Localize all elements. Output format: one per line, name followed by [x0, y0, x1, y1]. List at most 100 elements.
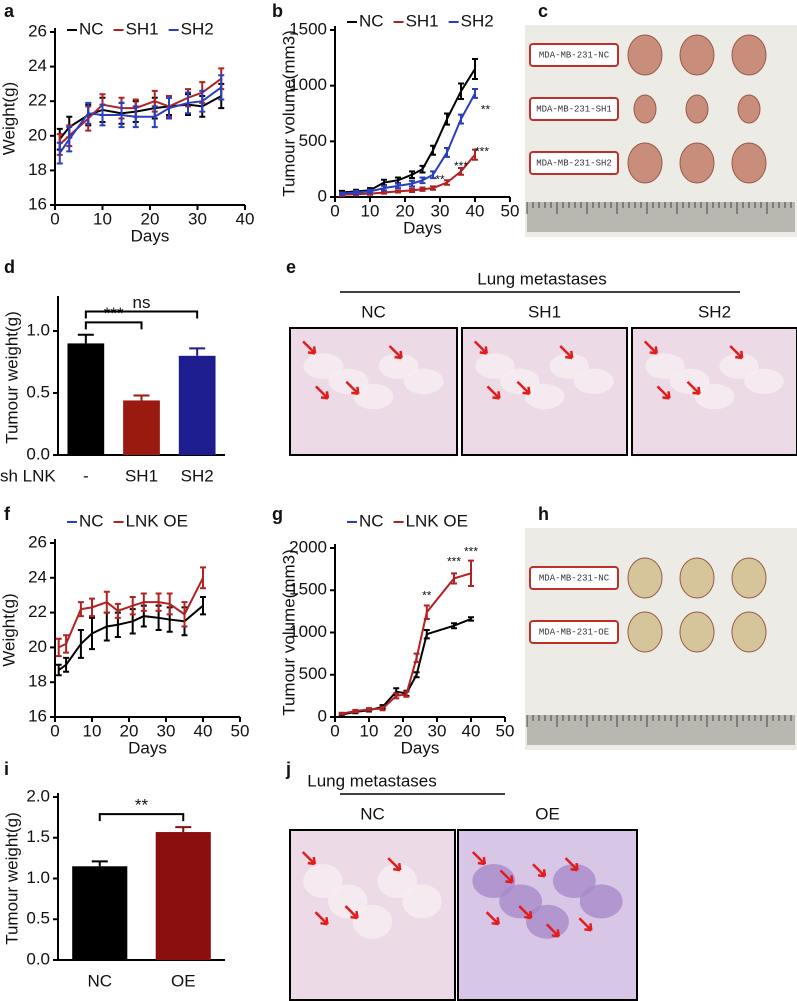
arrow [344, 905, 359, 920]
error-bar [151, 105, 158, 129]
x-axis-label: Days [401, 738, 440, 757]
error-bar [367, 188, 373, 195]
y-tick-label: 1500 [289, 19, 327, 38]
y-tick-label: 22 [28, 602, 47, 621]
image-title: Lung metastases [477, 269, 606, 288]
panel-label: b [272, 1, 283, 21]
x-tick-label: 10 [93, 209, 112, 228]
y-tick-label: 1000 [289, 622, 327, 641]
tissue-patch [378, 353, 419, 379]
error-bar [430, 144, 436, 156]
error-bar [55, 663, 62, 677]
y-tick-label: 0 [318, 706, 327, 725]
x-tick-label: 20 [120, 721, 139, 740]
error-bar [468, 616, 474, 622]
annotation: *** [475, 145, 489, 159]
label-card-text: MDA-MB-231-OE [539, 627, 609, 637]
error-bar [189, 347, 206, 356]
error-bar [472, 57, 478, 80]
arrow [473, 340, 488, 355]
x-tick-label: NC [87, 971, 112, 990]
y-tick-label: 500 [299, 131, 327, 150]
x-tick-label: SH1 [125, 466, 158, 485]
arrow [388, 345, 403, 360]
x-tick-label: 10 [360, 721, 379, 740]
image-title: Lung metastases [307, 771, 436, 790]
y-tick-label: 2.0 [26, 786, 50, 805]
error-bar [114, 602, 121, 619]
image-label: NC [360, 804, 385, 823]
ruler [527, 202, 795, 232]
panel-label: c [538, 1, 548, 21]
tissue-patch [402, 884, 442, 919]
error-bar [458, 82, 464, 101]
y-axis-label: Tumour weight(g) [2, 311, 21, 444]
annotation: ** [481, 102, 491, 116]
y-axis-label: Tumour volume(mm3) [279, 30, 298, 197]
panel-label: j [285, 759, 291, 779]
arrow [314, 911, 329, 926]
error-bar [132, 105, 139, 129]
error-bar [56, 141, 63, 165]
series-line [341, 572, 472, 715]
annotation: ** [435, 172, 445, 186]
x-tick-label: SH2 [181, 466, 214, 485]
x-tick-label: 50 [496, 721, 515, 740]
tumour [731, 557, 767, 599]
tumour [679, 557, 715, 599]
error-bar [423, 604, 430, 620]
x-tick-label: 30 [188, 209, 207, 228]
x-axis-label: Days [403, 218, 442, 237]
error-bar [472, 88, 478, 99]
tissue-patch [526, 904, 569, 939]
x-tick-label: 30 [431, 201, 450, 220]
y-tick-label: 1.0 [26, 320, 50, 339]
error-bar [409, 187, 415, 193]
y-tick-label: 20 [28, 125, 47, 144]
error-bar [444, 112, 450, 126]
tumour [737, 94, 761, 124]
y-axis-label: Tumour weight(g) [2, 812, 21, 945]
y-tick-label: 26 [28, 21, 47, 40]
error-bar [155, 592, 162, 612]
error-bar [129, 595, 136, 616]
x-tick-label: 30 [157, 721, 176, 740]
ruler [527, 715, 795, 745]
error-bar [166, 96, 172, 120]
bar [155, 832, 211, 960]
label-card [529, 620, 619, 644]
error-bar [200, 566, 206, 590]
panel-label: a [4, 1, 15, 21]
arrow [345, 380, 360, 396]
tissue-patch [574, 368, 614, 395]
image-label: OE [535, 804, 560, 823]
error-bar [175, 826, 192, 833]
tissue-patch [303, 864, 343, 898]
label-card-text: MDA-MB-231-NC [539, 50, 610, 60]
error-bar [85, 101, 92, 125]
tumour [627, 142, 663, 184]
error-bar [89, 597, 95, 618]
error-bar [66, 126, 73, 153]
arrow [518, 905, 533, 920]
label-card [529, 566, 619, 590]
tissue-patch [352, 904, 393, 939]
series-line [58, 86, 222, 154]
legend-label: NC [79, 19, 104, 38]
error-bar [199, 89, 206, 113]
error-bar [444, 179, 450, 186]
x-tick-label: 0 [330, 721, 339, 740]
error-bar [133, 394, 150, 401]
x-tick-label: 20 [394, 721, 413, 740]
error-bar [200, 595, 206, 616]
arrow [301, 851, 316, 866]
error-bar [413, 652, 420, 664]
error-bar [63, 634, 70, 654]
error-bar [423, 628, 430, 640]
error-bar [99, 103, 106, 127]
tumour [679, 34, 715, 76]
x-tick-label: 10 [361, 201, 380, 220]
legend-label: SH2 [461, 11, 494, 30]
x-tick-label: 20 [141, 209, 160, 228]
